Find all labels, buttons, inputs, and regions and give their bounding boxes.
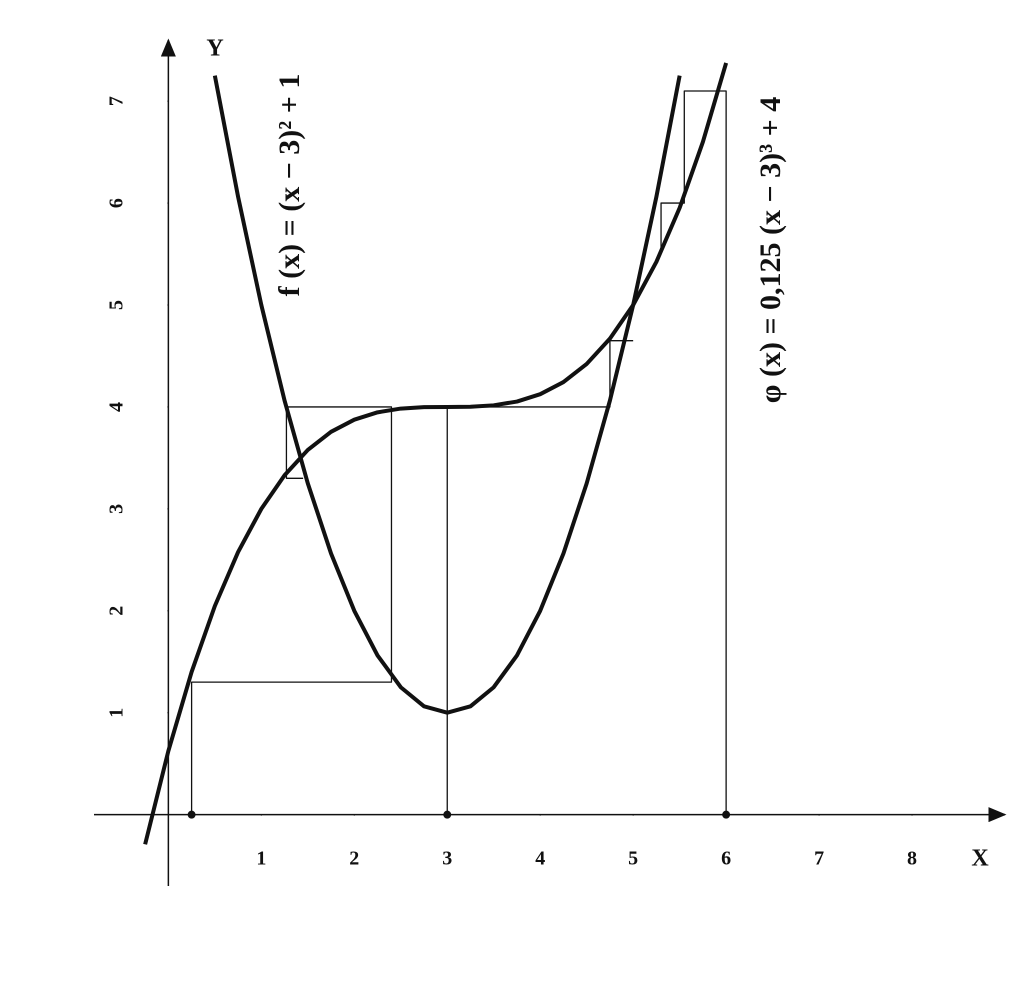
- start-dot: [722, 810, 731, 819]
- x-tick-label: 5: [628, 848, 638, 870]
- y-tick-label: 4: [106, 402, 128, 412]
- curve: [143, 62, 729, 845]
- x-tick-label: 4: [535, 848, 545, 870]
- x-tick-label: 7: [814, 848, 824, 870]
- start-dot: [187, 810, 196, 819]
- curve: [212, 75, 682, 715]
- y-tick-label: 3: [106, 504, 128, 514]
- x-tick-label: 6: [721, 848, 731, 870]
- y-tick-label: 2: [106, 606, 128, 616]
- x-tick-label: 1: [256, 848, 266, 870]
- x-tick-label: 8: [907, 848, 917, 870]
- x-tick-label: 2: [349, 848, 359, 870]
- y-axis-label: Y: [206, 36, 223, 62]
- x-tick-label: 3: [442, 848, 452, 870]
- cobweb-path: [660, 90, 727, 815]
- f-formula: f (x) = (x − 3)² + 1: [273, 74, 306, 297]
- cobweb-path: [190, 406, 393, 815]
- y-tick-label: 6: [106, 198, 128, 208]
- y-tick-label: 1: [106, 708, 128, 718]
- phi-formula: φ (x) = 0,125 (x − 3)³ + 4: [754, 97, 787, 403]
- y-tick-label: 5: [106, 300, 128, 310]
- y-tick-label: 7: [106, 96, 128, 106]
- start-dot: [443, 810, 452, 819]
- x-axis-label: X: [971, 846, 989, 872]
